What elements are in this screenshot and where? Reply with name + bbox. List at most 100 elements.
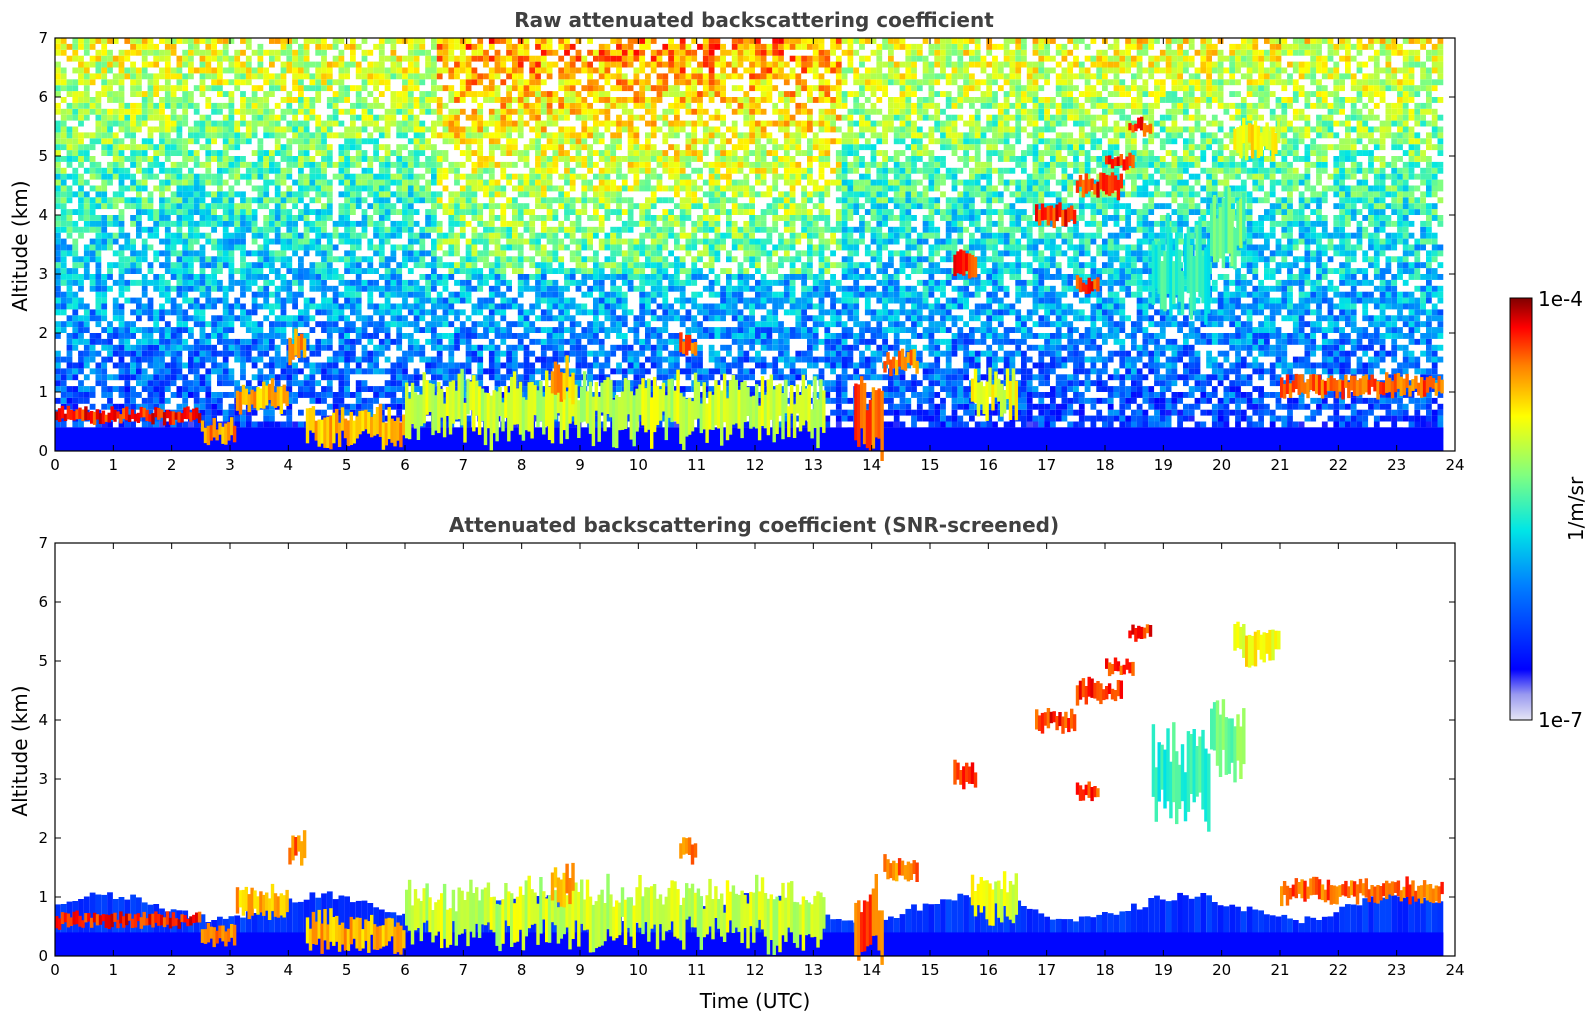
noise-cell [193,380,200,387]
noise-cell [159,120,165,127]
noise-cell [199,285,206,292]
noise-cell [384,173,391,180]
noise-cell [558,150,565,156]
noise-cell [350,303,356,310]
noise-cell [60,303,67,310]
noise-cell [309,185,316,192]
noise-cell [546,179,553,186]
noise-cell [136,185,142,192]
noise-cell [147,49,154,56]
noise-cell [130,350,136,357]
noise-cell [124,350,131,357]
noise-cell [188,38,194,44]
noise-cell [598,197,605,204]
noise-cell [124,232,131,239]
noise-cell [488,344,495,351]
noise-cell [593,268,599,274]
noise-cell [332,274,339,280]
noise-cell [211,203,217,210]
noise-cell [107,262,113,269]
noise-cell [101,421,108,428]
noise-cell [448,291,455,298]
noise-cell [569,179,576,186]
noise-cell [89,250,96,257]
noise-cell [234,338,241,345]
noise-cell [593,362,599,369]
noise-cell [107,274,113,280]
noise-cell [66,55,73,62]
noise-cell [471,43,478,50]
noise-cell [55,144,61,151]
noise-cell [170,244,177,251]
noise-cell [593,161,599,168]
noise-cell [587,49,593,56]
noise-cell [274,185,281,192]
noise-cell [147,380,154,387]
noise-cell [569,220,576,227]
noise-cell [164,297,171,304]
noise-cell [373,156,379,162]
noise-cell [101,274,108,280]
noise-cell [581,274,588,280]
noise-cell [454,161,460,168]
noise-cell [581,108,588,115]
noise-cell [540,197,547,204]
noise-cell [188,256,194,263]
noise-cell [442,232,449,239]
noise-cell [228,350,235,357]
noise-cell [569,327,576,333]
noise-cell [413,291,420,298]
noise-cell [107,238,113,245]
noise-cell [564,173,570,180]
noise-cell [517,126,524,133]
noise-cell [280,215,287,221]
noise-cell [598,55,605,62]
noise-cell [222,156,229,162]
noise-cell [147,102,154,109]
noise-cell [350,344,356,351]
noise-cell [170,191,177,198]
noise-cell [118,279,125,286]
noise-cell [413,156,420,162]
noise-cell [419,97,426,103]
noise-cell [448,91,455,97]
noise-cell [523,362,530,369]
noise-cell [124,102,131,109]
noise-cell [350,321,356,328]
noise-cell [199,274,206,280]
noise-cell [350,279,356,286]
noise-cell [448,321,455,328]
noise-cell [512,333,518,339]
noise-cell [55,126,61,133]
noise-cell [211,297,217,304]
noise-cell [60,85,67,92]
noise-cell [72,386,79,392]
noise-cell [390,173,397,180]
noise-cell [136,91,142,97]
noise-cell [396,132,403,139]
noise-cell [413,338,420,345]
noise-cell [211,67,217,74]
noise-cell [298,238,304,245]
noise-cell [280,203,287,210]
noise-cell [234,415,241,422]
noise-cell [494,120,501,127]
noise-cell [413,327,420,333]
noise-cell [164,150,171,156]
noise-cell [523,79,530,86]
noise-cell [326,356,333,363]
noise-cell [402,244,408,251]
noise-cell [286,55,293,62]
noise-cell [164,397,171,404]
noise-cell [512,85,518,92]
noise-cell [193,108,200,115]
noise-cell [350,120,356,127]
noise-cell [95,268,102,274]
noise-cell [251,386,258,392]
noise-cell [60,220,67,227]
noise-cell [523,274,530,280]
noise-cell [188,167,194,174]
noise-cell [569,297,576,304]
noise-cell [107,120,113,127]
noise-cell [228,132,235,139]
